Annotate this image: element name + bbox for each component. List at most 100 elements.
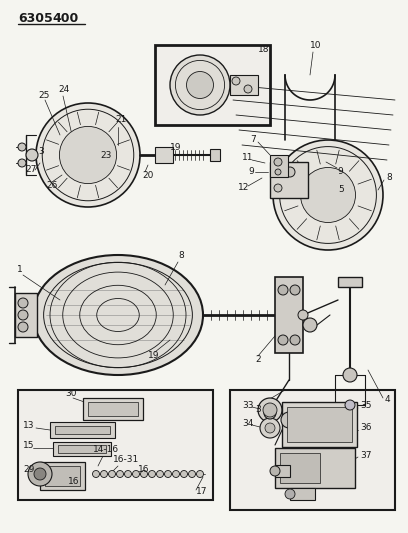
Circle shape bbox=[18, 298, 28, 308]
Text: 14-16: 14-16 bbox=[93, 446, 119, 455]
Text: 37: 37 bbox=[360, 450, 372, 459]
Text: 13: 13 bbox=[23, 422, 35, 431]
Circle shape bbox=[93, 471, 100, 478]
Circle shape bbox=[285, 489, 295, 499]
Text: 30: 30 bbox=[65, 389, 77, 398]
Text: 8: 8 bbox=[386, 174, 392, 182]
Circle shape bbox=[285, 167, 295, 177]
Circle shape bbox=[343, 368, 357, 382]
Text: 36: 36 bbox=[360, 424, 372, 432]
Text: 9: 9 bbox=[248, 167, 254, 176]
Circle shape bbox=[26, 149, 38, 161]
Circle shape bbox=[273, 167, 283, 177]
Text: 19: 19 bbox=[148, 351, 160, 359]
Text: 1: 1 bbox=[17, 265, 23, 274]
Text: 19: 19 bbox=[170, 143, 182, 152]
Bar bbox=[83, 398, 143, 420]
Circle shape bbox=[100, 471, 107, 478]
Bar bbox=[270, 155, 288, 177]
Text: 26: 26 bbox=[46, 181, 58, 190]
Circle shape bbox=[124, 471, 131, 478]
Bar bbox=[280, 453, 320, 483]
Circle shape bbox=[164, 471, 171, 478]
Text: 8: 8 bbox=[178, 251, 184, 260]
Text: 35: 35 bbox=[360, 400, 372, 409]
Circle shape bbox=[273, 140, 383, 250]
Bar bbox=[275, 448, 355, 488]
Ellipse shape bbox=[33, 255, 203, 375]
Text: 11: 11 bbox=[242, 154, 253, 163]
Circle shape bbox=[290, 335, 300, 345]
Circle shape bbox=[278, 285, 288, 295]
Circle shape bbox=[180, 471, 188, 478]
Text: 6305: 6305 bbox=[18, 12, 53, 25]
Bar bbox=[287, 407, 352, 442]
Circle shape bbox=[170, 55, 230, 115]
Bar bbox=[40, 462, 85, 490]
Circle shape bbox=[133, 471, 140, 478]
Text: 16-31: 16-31 bbox=[113, 456, 139, 464]
Text: 5: 5 bbox=[338, 185, 344, 195]
Text: 400: 400 bbox=[52, 12, 78, 25]
Circle shape bbox=[298, 310, 308, 320]
Circle shape bbox=[274, 184, 282, 192]
Text: 34: 34 bbox=[242, 418, 253, 427]
Bar bbox=[45, 466, 80, 486]
Circle shape bbox=[301, 167, 355, 222]
Circle shape bbox=[270, 466, 280, 476]
Circle shape bbox=[18, 159, 26, 167]
Text: 4: 4 bbox=[385, 395, 390, 405]
Bar bbox=[270, 162, 308, 198]
Circle shape bbox=[34, 468, 46, 480]
Text: 10: 10 bbox=[310, 41, 322, 50]
Text: 15: 15 bbox=[23, 441, 35, 450]
Text: 3: 3 bbox=[38, 148, 44, 157]
Circle shape bbox=[278, 335, 288, 345]
Circle shape bbox=[263, 403, 277, 417]
Text: 29: 29 bbox=[23, 465, 34, 474]
Circle shape bbox=[258, 398, 282, 422]
Bar bbox=[155, 147, 173, 163]
Bar bbox=[275, 277, 303, 353]
Text: 16: 16 bbox=[138, 465, 149, 474]
Bar bbox=[275, 465, 290, 477]
Text: 17: 17 bbox=[196, 488, 208, 497]
Text: 20: 20 bbox=[142, 171, 153, 180]
Circle shape bbox=[274, 158, 282, 166]
Circle shape bbox=[18, 143, 26, 151]
Text: 3: 3 bbox=[255, 406, 261, 415]
Bar bbox=[282, 402, 357, 447]
Text: 16: 16 bbox=[68, 478, 80, 487]
Text: 27: 27 bbox=[25, 166, 36, 174]
Circle shape bbox=[60, 126, 117, 183]
Circle shape bbox=[18, 310, 28, 320]
Circle shape bbox=[265, 423, 275, 433]
Circle shape bbox=[109, 471, 115, 478]
Text: 23: 23 bbox=[100, 150, 111, 159]
Bar bbox=[230, 75, 258, 95]
Bar bbox=[338, 277, 362, 287]
Circle shape bbox=[290, 285, 300, 295]
Circle shape bbox=[18, 322, 28, 332]
Text: 12: 12 bbox=[238, 183, 249, 192]
Circle shape bbox=[117, 471, 124, 478]
Bar bbox=[18, 390, 213, 500]
Circle shape bbox=[197, 471, 204, 478]
Circle shape bbox=[157, 471, 164, 478]
Circle shape bbox=[345, 400, 355, 410]
Text: 33: 33 bbox=[242, 400, 253, 409]
Bar bbox=[58, 445, 106, 453]
Bar bbox=[155, 45, 270, 125]
Text: 25: 25 bbox=[38, 91, 49, 100]
Bar bbox=[88, 402, 138, 416]
Circle shape bbox=[264, 407, 276, 419]
Bar bbox=[290, 488, 315, 500]
Circle shape bbox=[36, 103, 140, 207]
Bar bbox=[15, 293, 37, 337]
Text: 7: 7 bbox=[250, 135, 256, 144]
Bar bbox=[230, 390, 395, 510]
Circle shape bbox=[173, 471, 180, 478]
Circle shape bbox=[303, 318, 317, 332]
Bar bbox=[210, 149, 220, 161]
Circle shape bbox=[188, 471, 195, 478]
